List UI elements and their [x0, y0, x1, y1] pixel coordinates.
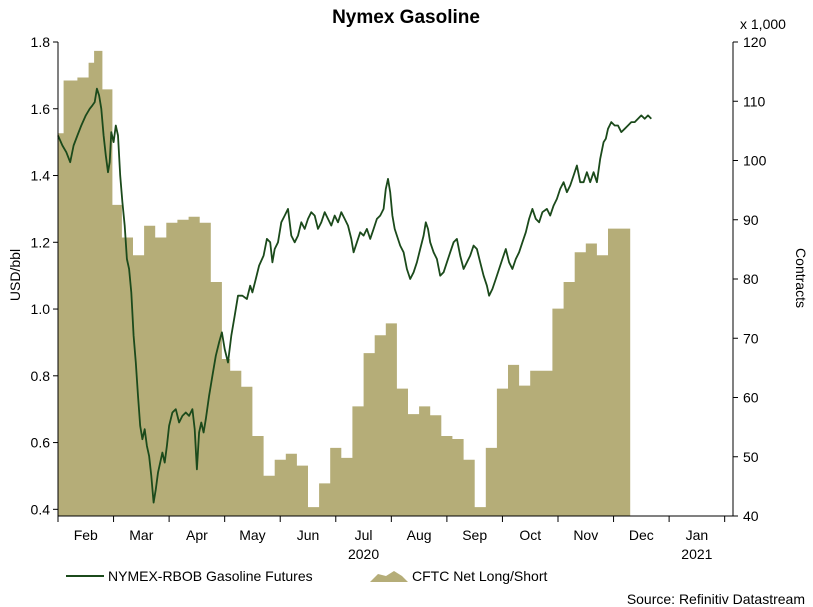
rbob-line-series — [57, 87, 652, 504]
y-left-tick-label: 0.4 — [31, 501, 51, 517]
cftc-area — [58, 50, 631, 517]
chart-title: Nymex Gasoline — [332, 7, 480, 28]
y-left-tick-label: 1.8 — [31, 34, 51, 50]
y-right-tick-label: 80 — [743, 271, 759, 287]
x-tick-label: Mar — [129, 527, 153, 543]
legend-label-rbob: NYMEX-RBOB Gasoline Futures — [108, 568, 313, 584]
x-tick-label: Nov — [573, 527, 598, 543]
y-right-tick-label: 90 — [743, 212, 759, 228]
y-right-tick-label: 120 — [743, 34, 767, 50]
y-left-tick-label: 0.8 — [31, 368, 51, 384]
x-tick-label: Feb — [74, 527, 98, 543]
y-right-tick-label: 60 — [743, 390, 759, 406]
y-left-tick-label: 1.0 — [31, 301, 51, 317]
legend-label-cftc: CFTC Net Long/Short — [412, 568, 547, 584]
x-tick-label: Jun — [297, 527, 320, 543]
legend-area-swatch — [370, 571, 408, 582]
x-year-label: 2021 — [681, 546, 712, 562]
x-tick-label: Sep — [462, 527, 487, 543]
x-tick-label: Aug — [407, 527, 432, 543]
y-right-multiplier: x 1,000 — [740, 16, 786, 32]
y-left-tick-label: 1.2 — [31, 234, 51, 250]
y-right-tick-label: 110 — [743, 93, 766, 109]
x-tick-label: Jul — [355, 527, 373, 543]
legend: NYMEX-RBOB Gasoline Futures CFTC Net Lon… — [66, 568, 547, 584]
y-right-tick-label: 100 — [743, 153, 767, 169]
y-right-axis-label: Contracts — [793, 248, 809, 308]
y-left-tick-label: 1.4 — [31, 168, 51, 184]
y-left-tick-label: 1.6 — [31, 101, 51, 117]
y-right-tick-label: 40 — [743, 508, 759, 524]
y-left-axis-label: USD/bbl — [7, 249, 23, 301]
x-tick-label: Apr — [186, 527, 208, 543]
x-tick-label: Dec — [629, 527, 654, 543]
x-axis: Feb Mar Apr May Jun Jul Aug Sep Oct Nov Dec Jan 2020… — [57, 516, 726, 562]
x-tick-label: Jan — [686, 527, 709, 543]
cftc-area-series — [58, 50, 631, 517]
y-right-tick-label: 50 — [743, 449, 759, 465]
x-tick-label: Oct — [519, 527, 541, 543]
y-right-axis: 40 50 60 70 80 90 100 110 120 — [733, 34, 767, 524]
x-tick-label: May — [239, 527, 265, 543]
y-left-axis: 0.4 0.6 0.8 1.0 1.2 1.4 1.6 1.8 — [31, 34, 58, 517]
y-left-tick-label: 0.6 — [31, 435, 51, 451]
y-right-tick-label: 70 — [743, 330, 759, 346]
rbob-line — [57, 87, 652, 504]
source-note: Source: Refinitiv Datastream — [627, 591, 805, 607]
x-year-label: 2020 — [348, 546, 379, 562]
